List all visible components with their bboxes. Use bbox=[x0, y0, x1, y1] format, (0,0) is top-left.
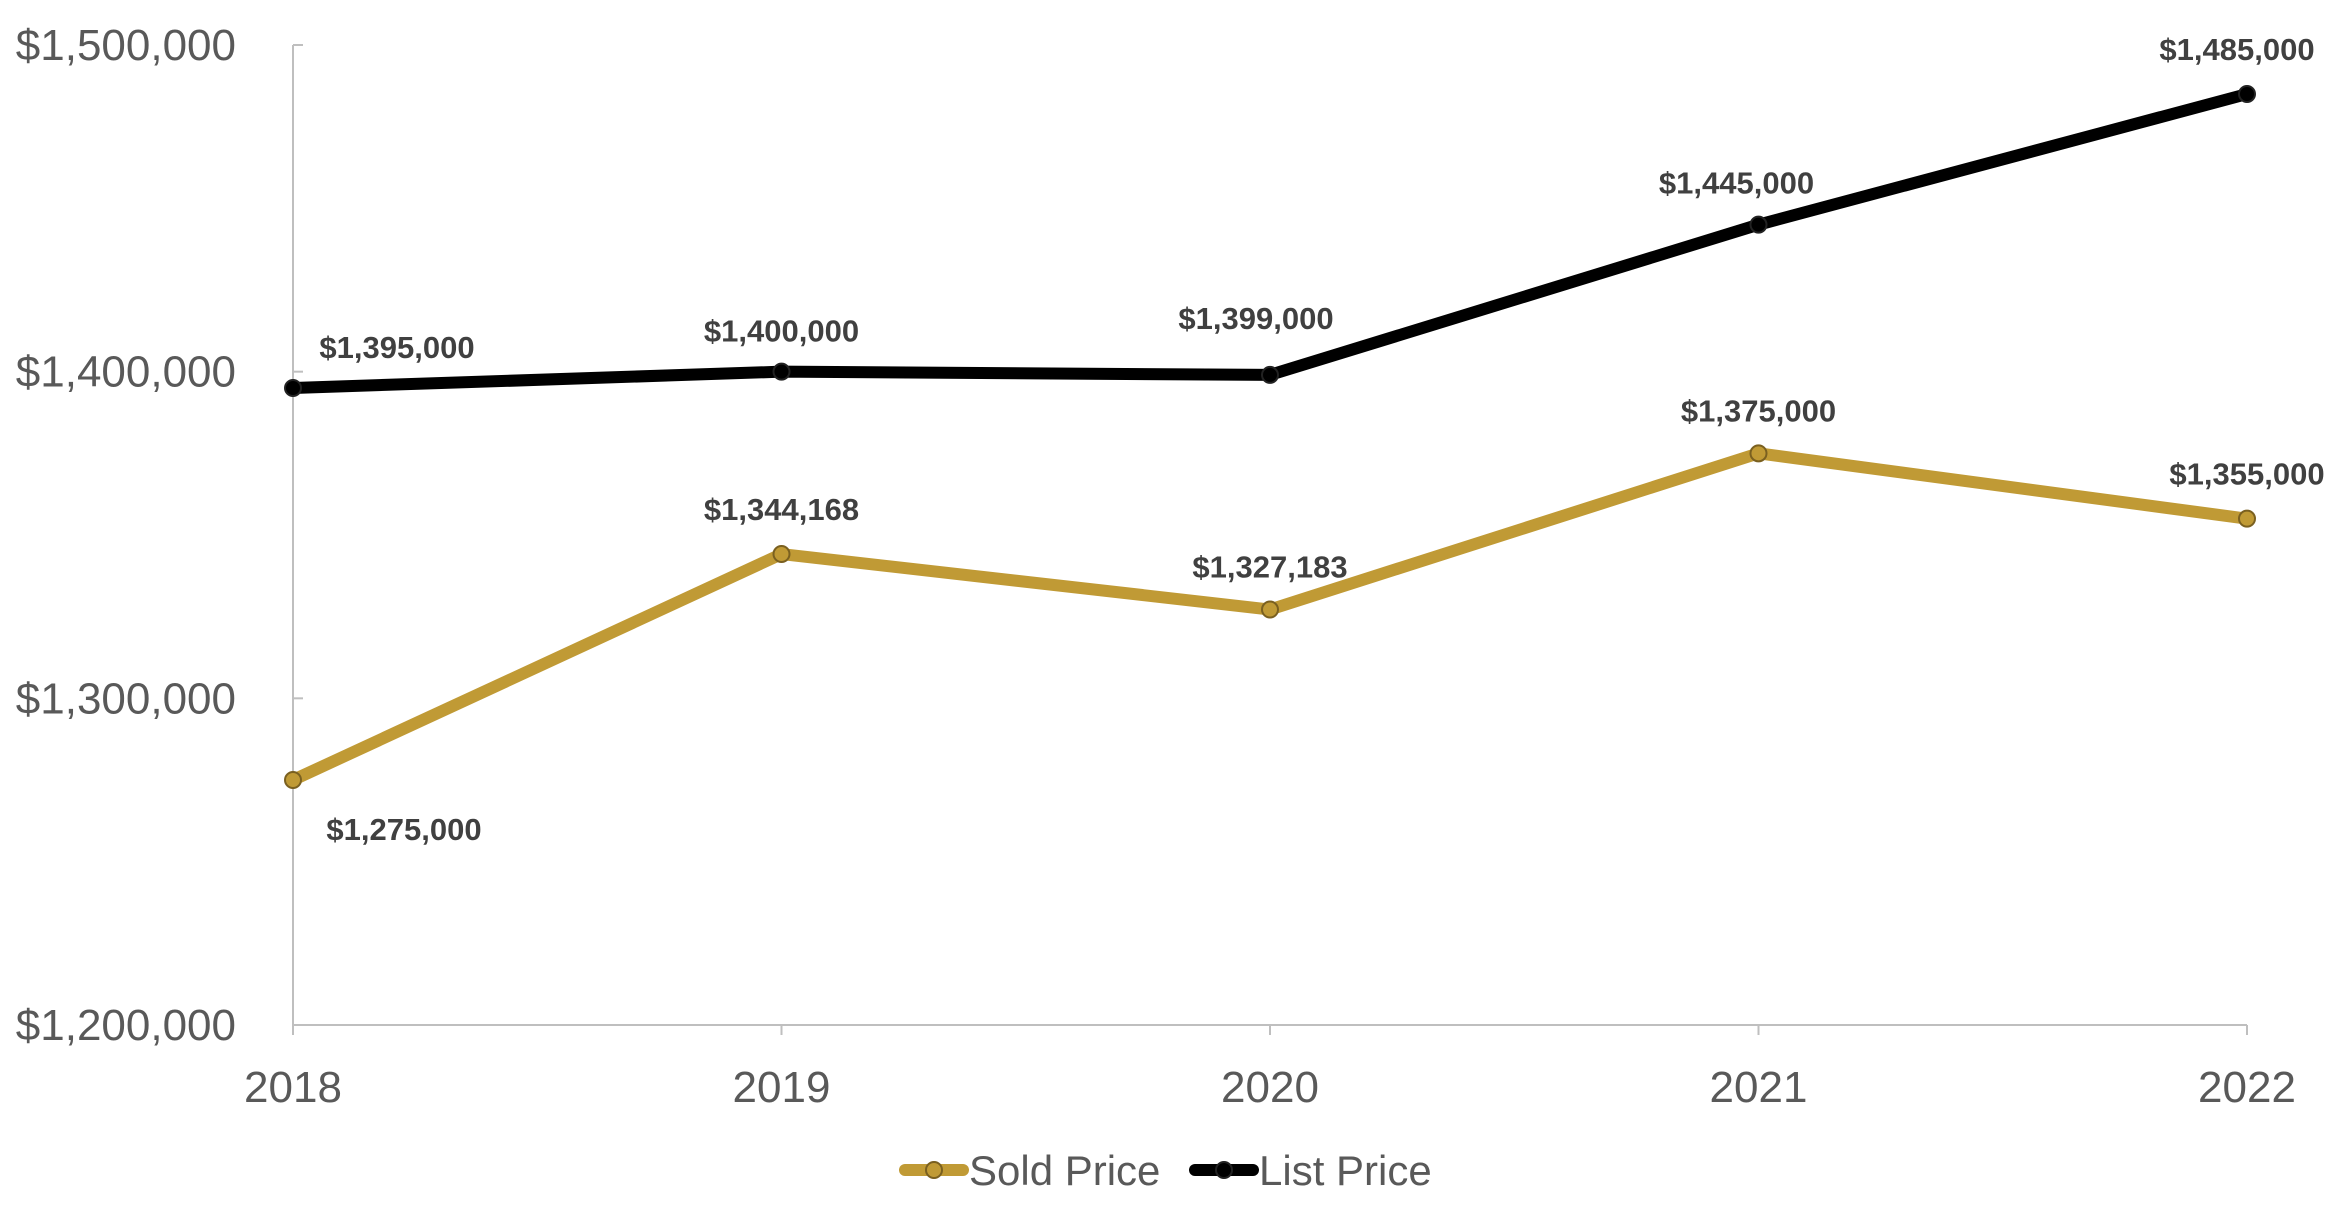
data-point bbox=[2238, 509, 2256, 528]
legend-label: List Price bbox=[1259, 1147, 1432, 1194]
y-tick-label: $1,500,000 bbox=[16, 21, 236, 70]
data-label: $1,395,000 bbox=[319, 330, 474, 365]
data-point bbox=[1261, 600, 1279, 619]
y-tick-label: $1,200,000 bbox=[16, 1001, 236, 1050]
data-label: $1,327,183 bbox=[1192, 550, 1347, 585]
data-label: $1,485,000 bbox=[2159, 32, 2314, 67]
data-label: $1,445,000 bbox=[1659, 166, 1814, 201]
x-tick-label: 2021 bbox=[1710, 1063, 1808, 1112]
legend: Sold Price List Price bbox=[899, 1147, 1432, 1194]
data-point bbox=[284, 379, 302, 397]
x-tick-label: 2020 bbox=[1221, 1063, 1319, 1112]
data-label: $1,344,168 bbox=[704, 492, 859, 527]
data-label: $1,355,000 bbox=[2169, 457, 2324, 492]
data-labels: $1,275,000 $1,344,168 $1,327,183 $1,375,000… bbox=[319, 32, 2324, 847]
data-point bbox=[2238, 85, 2256, 103]
legend-marker bbox=[925, 1161, 943, 1179]
data-point bbox=[284, 771, 302, 789]
data-label: $1,275,000 bbox=[326, 812, 481, 847]
legend-label: Sold Price bbox=[969, 1147, 1160, 1194]
data-label: $1,399,000 bbox=[1178, 301, 1333, 336]
data-label: $1,400,000 bbox=[704, 314, 859, 349]
data-point bbox=[1749, 215, 1768, 234]
series-line-list-price bbox=[287, 88, 2253, 394]
series-group bbox=[284, 85, 2256, 789]
x-tick-label: 2019 bbox=[733, 1063, 831, 1112]
x-tick-label: 2022 bbox=[2198, 1063, 2296, 1112]
y-tick-label: $1,400,000 bbox=[16, 348, 236, 397]
x-tick-label: 2018 bbox=[244, 1063, 342, 1112]
data-point bbox=[772, 545, 791, 564]
data-label: $1,375,000 bbox=[1681, 393, 1836, 428]
y-tick-label: $1,300,000 bbox=[16, 674, 236, 723]
data-point bbox=[1749, 444, 1768, 463]
data-point bbox=[772, 362, 791, 381]
legend-marker bbox=[1215, 1161, 1233, 1179]
data-point bbox=[1261, 365, 1279, 384]
axes: $1,200,000 $1,300,000 $1,400,000 $1,500,000… bbox=[16, 21, 2296, 1112]
